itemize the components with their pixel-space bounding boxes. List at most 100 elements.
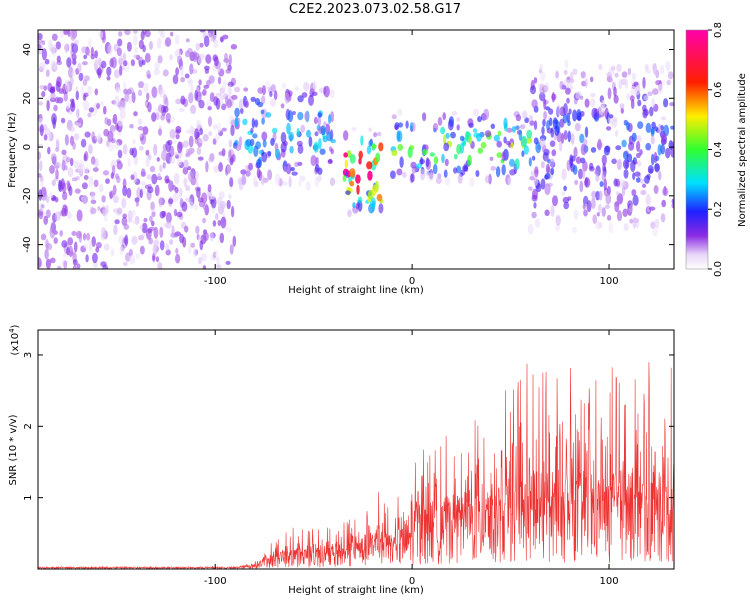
- spectrogram-cell: [137, 89, 143, 97]
- spectrogram-cell: [238, 136, 243, 148]
- spectrogram-cell: [64, 165, 68, 171]
- spectrogram-cell: [541, 126, 545, 136]
- spectrogram-cell: [175, 247, 179, 254]
- spectrogram-cell: [462, 141, 466, 146]
- spectrogram-cell: [314, 131, 319, 137]
- spectrogram-cell: [44, 58, 50, 65]
- spectrogram-cell: [573, 209, 579, 220]
- spectrogram-cell: [312, 80, 317, 90]
- spectrogram-cell: [83, 100, 90, 111]
- spectrogram-cell: [620, 107, 624, 114]
- spectrogram-cell: [151, 173, 158, 185]
- spectrogram-cell: [117, 117, 124, 127]
- spectrogram-cell: [300, 124, 306, 133]
- spectrogram-cell: [69, 135, 75, 146]
- spectrogram-cell: [347, 209, 352, 218]
- spectrogram-cell: [59, 230, 63, 237]
- spectrogram-cell: [144, 101, 148, 107]
- spectrogram-cell: [175, 125, 182, 133]
- spectrogram-cell: [265, 112, 272, 118]
- spectrogram-cell: [56, 55, 61, 63]
- spectrogram-cell: [328, 114, 332, 124]
- spectrogram-cell: [469, 177, 475, 188]
- spectrogram-cell: [493, 134, 500, 142]
- spectrogram-cell: [146, 70, 151, 79]
- spectrogram-cell: [56, 76, 62, 88]
- spectrogram-cell: [85, 254, 89, 263]
- spectrogram-cell: [649, 106, 654, 117]
- spectrogram-cell: [87, 85, 93, 96]
- spectrogram-cell: [533, 137, 539, 145]
- spectrogram-cell: [442, 112, 447, 121]
- spectrogram-cell: [234, 86, 241, 93]
- spectrogram-cell: [164, 175, 170, 184]
- spectrogram-cell: [602, 110, 608, 117]
- spectrogram-cell: [118, 31, 123, 37]
- spectrogram-cell: [651, 97, 656, 108]
- spectrogram-cell: [86, 233, 91, 241]
- spectrogram-cell: [477, 147, 484, 154]
- spectrogram-cell: [420, 157, 424, 166]
- spectrogram-cell: [209, 92, 215, 102]
- spectrogram-cell: [62, 30, 69, 35]
- spectrogram-cell: [83, 54, 88, 60]
- spectrogram-cell: [343, 152, 348, 158]
- spectrogram-cell: [175, 133, 180, 140]
- spectrogram-cell: [549, 117, 553, 127]
- spectrogram-cell: [566, 97, 570, 104]
- spectrogram-cell: [73, 39, 80, 45]
- spectrogram-cell: [627, 67, 632, 76]
- spectrogram-cell: [643, 108, 649, 117]
- spectrogram-cell: [55, 96, 60, 104]
- spectrogram-cell: [177, 192, 182, 200]
- spectrogram-cell: [596, 140, 602, 150]
- spectrogram-cell: [83, 153, 87, 162]
- spectrogram-cell: [173, 151, 179, 156]
- spectrogram-cell: [184, 73, 190, 79]
- spectrogram-cell: [44, 248, 49, 260]
- spectrogram-cell: [88, 176, 94, 188]
- spectrogram-cell: [46, 130, 51, 142]
- spectrogram-cell: [605, 193, 612, 205]
- spectrogram-cell: [43, 215, 49, 225]
- spectrogram-cell: [72, 259, 78, 266]
- spectrogram-cell: [545, 163, 551, 174]
- spectrogram-cell: [46, 100, 50, 112]
- spectrogram-cell: [313, 116, 318, 124]
- spectrogram-cell: [169, 239, 174, 245]
- spectrogram-cell: [195, 179, 199, 188]
- spectrogram-cell: [162, 106, 169, 113]
- spectrogram-cell: [620, 179, 626, 189]
- spectrogram-cell: [391, 114, 397, 120]
- spectrogram-cell: [172, 192, 179, 203]
- spectrogram-cell: [169, 128, 176, 139]
- spectrogram-cell: [202, 203, 209, 211]
- spectrogram-cell: [560, 191, 566, 197]
- snr-x-tick-label: 100: [599, 576, 618, 587]
- spectrogram-cell: [88, 107, 95, 113]
- spectrogram-cell: [199, 240, 204, 251]
- spectrogram-cell: [372, 184, 377, 196]
- colorbar-tick-label: 0.0: [713, 261, 724, 277]
- spectrogram-cell: [65, 82, 70, 93]
- spectrogram-cell: [301, 92, 308, 98]
- spectrogram-cell: [154, 184, 160, 197]
- spectrogram-cell: [83, 243, 88, 249]
- spectrogram-cell: [195, 119, 201, 131]
- spectrogram-cell: [118, 100, 123, 111]
- spectrogram-cell: [105, 178, 110, 185]
- spectrogram-cell: [231, 94, 238, 100]
- snr-y-tick-label: 2: [23, 423, 34, 429]
- spectrogram-cell: [603, 178, 607, 191]
- spectrogram-cell: [535, 141, 542, 154]
- spectrogram-cell: [351, 127, 357, 132]
- spectrogram-cell: [158, 128, 162, 136]
- spectrogram-cell: [61, 207, 67, 217]
- spectrogram-cell: [205, 161, 209, 173]
- spectrogram-cell: [615, 178, 621, 187]
- spectrogram-cell: [563, 185, 567, 192]
- spectrogram-cell: [515, 114, 522, 122]
- spectrogram-cell: [566, 159, 571, 172]
- spectrogram-cell: [591, 107, 598, 119]
- spectrogram-cell: [665, 60, 671, 72]
